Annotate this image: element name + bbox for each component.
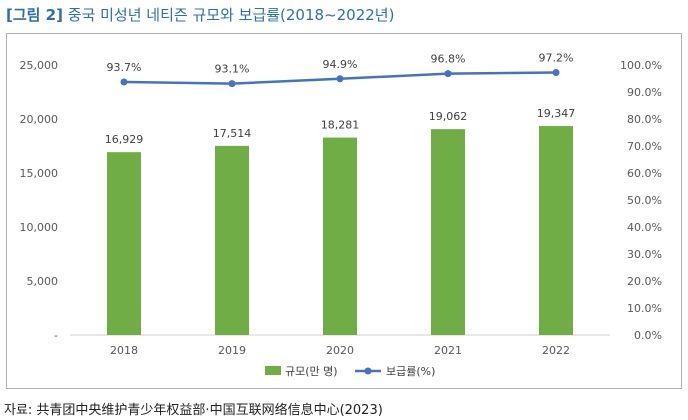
y-right-tick-label: 10.0%	[627, 302, 662, 315]
line-point	[336, 75, 344, 83]
line-point	[120, 78, 128, 86]
bar	[215, 145, 249, 335]
line-point	[228, 80, 236, 88]
chart-frame	[6, 33, 682, 389]
line-value-label: 96.8%	[431, 53, 466, 66]
figure-tag: [그림 2]	[6, 6, 63, 24]
legend-label-line: 보급률(%)	[386, 365, 435, 378]
y-right-tick-label: 30.0%	[627, 248, 662, 261]
bar	[323, 137, 357, 335]
y-right-tick-label: 50.0%	[627, 194, 662, 207]
y-right-tick-label: 20.0%	[627, 275, 662, 288]
y-right-tick-label: 70.0%	[627, 140, 662, 153]
y-right-tick-label: 40.0%	[627, 221, 662, 234]
x-tick-label: 2020	[326, 344, 354, 357]
y-right-tick-label: 0.0%	[634, 329, 662, 342]
y-left-tick-label: 10,000	[20, 221, 59, 234]
line-point	[444, 70, 452, 78]
bar	[539, 126, 573, 335]
bar-value-label: 18,281	[321, 119, 360, 132]
y-left-tick-label: 25,000	[20, 59, 59, 72]
figure-caption: 중국 미성년 네티즌 규모와 보급률(2018~2022년)	[67, 6, 395, 24]
legend-swatch-point	[364, 367, 372, 375]
y-left-tick-label: 5,000	[27, 275, 59, 288]
line-value-label: 93.1%	[215, 63, 250, 76]
line-value-label: 94.9%	[323, 58, 358, 71]
legend-swatch-bar	[265, 366, 281, 375]
source-note: 자료: 共青团中央维护青少年权益部·中国互联网络信息中心(2023)	[4, 403, 383, 418]
bar-value-label: 17,514	[213, 127, 252, 140]
y-right-tick-label: 100.0%	[620, 59, 662, 72]
y-right-tick-label: 80.0%	[627, 113, 662, 126]
bar-value-label: 16,929	[105, 133, 144, 146]
x-tick-label: 2021	[434, 344, 462, 357]
x-tick-label: 2019	[218, 344, 246, 357]
bar	[431, 129, 465, 335]
line-point	[552, 69, 560, 77]
figure-title: [그림 2] 중국 미성년 네티즌 규모와 보급률(2018~2022년)	[6, 4, 394, 26]
x-tick-label: 2022	[542, 344, 570, 357]
line-value-label: 97.2%	[539, 52, 574, 65]
y-right-tick-label: 60.0%	[627, 167, 662, 180]
x-tick-label: 2018	[110, 344, 138, 357]
y-left-tick-label: -	[54, 329, 58, 342]
y-right-tick-label: 90.0%	[627, 86, 662, 99]
y-left-tick-label: 15,000	[20, 167, 59, 180]
bar-value-label: 19,347	[537, 107, 576, 120]
y-left-tick-label: 20,000	[20, 113, 59, 126]
legend-label-bar: 규모(만 명)	[285, 365, 338, 378]
bar-value-label: 19,062	[429, 110, 468, 123]
bar	[107, 152, 141, 335]
line-value-label: 93.7%	[107, 61, 142, 74]
